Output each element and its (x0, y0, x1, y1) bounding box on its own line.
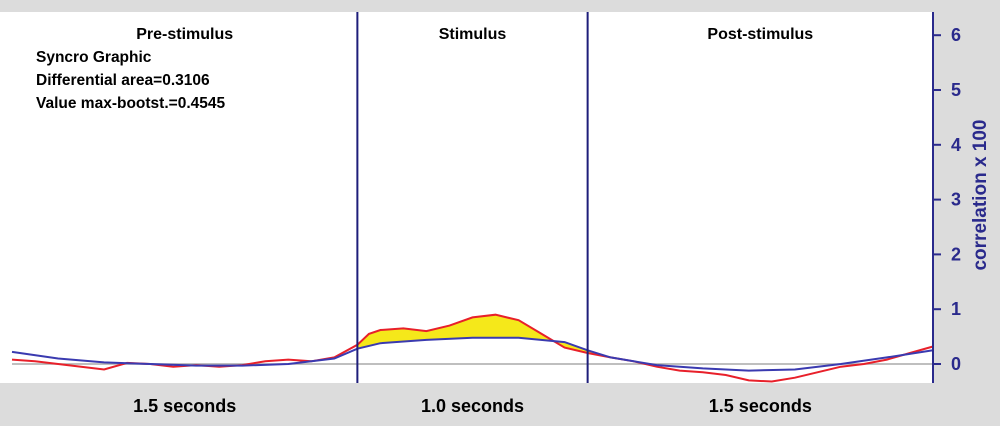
info-line-max-bootstrap: Value max-bootst.=0.4545 (36, 95, 225, 112)
stimulus-duration: 1.0 seconds (421, 396, 524, 416)
series-blue-line (11, 336, 934, 372)
pre-stimulus-duration: 1.5 seconds (133, 396, 236, 416)
y-tick-label: 5 (951, 80, 961, 100)
info-line-title: Syncro Graphic (36, 49, 152, 66)
y-tick-label: 0 (951, 354, 961, 374)
y-tick-label: 2 (951, 244, 961, 264)
y-tick-label: 4 (951, 135, 961, 155)
top-band (0, 0, 1000, 12)
bottom-band (0, 383, 1000, 426)
info-line-differential-area: Differential area=0.3106 (36, 72, 210, 89)
right-band (933, 0, 1000, 426)
series-red-line (11, 313, 934, 383)
y-tick-label: 3 (951, 190, 961, 210)
post-stimulus-title: Post-stimulus (707, 26, 813, 43)
pre-stimulus-title: Pre-stimulus (136, 26, 233, 43)
y-tick-label: 1 (951, 299, 961, 319)
y-axis-label: correlation x 100 (970, 119, 991, 270)
post-stimulus-duration: 1.5 seconds (709, 396, 812, 416)
stimulus-title: Stimulus (439, 26, 507, 43)
y-tick-label: 6 (951, 25, 961, 45)
y-axis-ticks: 0 1 2 3 4 5 6 (933, 25, 961, 374)
